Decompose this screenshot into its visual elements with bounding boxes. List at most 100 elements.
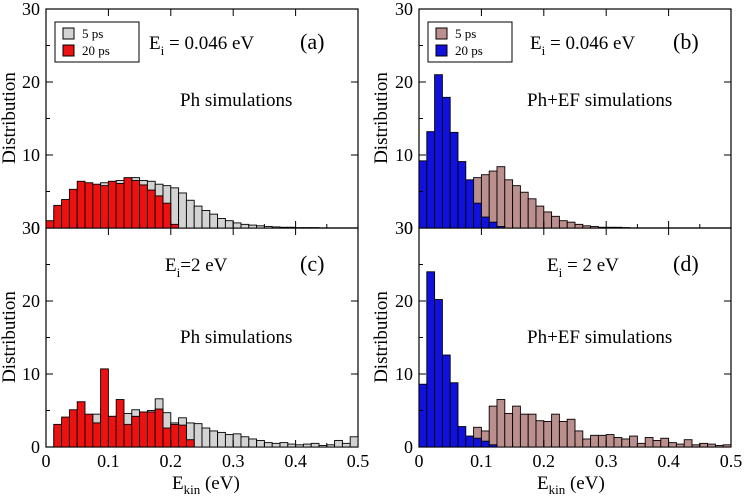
bar-d-5ps-18 — [558, 421, 568, 448]
bar-b-5ps-16 — [543, 211, 553, 229]
bar-c-20ps-1 — [53, 423, 63, 448]
bar-a-5ps-19 — [193, 205, 203, 229]
bar-b-5ps-22 — [590, 226, 599, 229]
bar-a-20ps-0 — [45, 220, 55, 229]
panel-a-energy: Ei = 0.046 eV — [149, 33, 254, 58]
ytick-label-a-0: 0 — [31, 218, 40, 238]
legend-b-label-20ps: 20 ps — [455, 43, 483, 58]
bar-c-20ps-15 — [162, 427, 172, 448]
bar-d-5ps-35 — [691, 444, 701, 448]
xtick-label-d-4: 0.4 — [657, 451, 680, 471]
legend-b-swatch-20ps — [435, 44, 448, 57]
bar-b-5ps-18 — [558, 220, 568, 229]
bar-c-20ps-13 — [146, 411, 156, 448]
bar-d-5ps-16 — [543, 421, 553, 448]
legend-a-label-20ps: 20 ps — [82, 43, 110, 58]
ylabel-bottom-right: Distribution — [371, 291, 392, 383]
bar-a-20ps-10 — [123, 177, 133, 229]
legend-a-swatch-5ps — [62, 27, 75, 40]
bar-a-20ps-5 — [84, 182, 94, 229]
bar-a-5ps-29 — [271, 226, 281, 229]
bar-c-5ps-27 — [256, 439, 265, 448]
bar-d-20ps-2 — [434, 299, 443, 448]
ytick-label-a-2: 20 — [22, 72, 40, 92]
bar-d-5ps-15 — [535, 420, 545, 448]
bar-d-20ps-8 — [480, 440, 490, 448]
bar-a-5ps-18 — [185, 199, 195, 229]
bar-c-20ps-11 — [131, 415, 141, 448]
ytick-label-d-2: 20 — [395, 291, 413, 311]
legend-a-label-5ps: 5 ps — [82, 26, 103, 41]
bar-c-20ps-7 — [100, 368, 109, 448]
panel-d-energy: Ei = 2 eV — [547, 255, 619, 280]
bar-d-20ps-1 — [426, 271, 436, 448]
bar-d-5ps-30 — [652, 439, 662, 448]
bar-b-5ps-9 — [488, 170, 498, 229]
bar-d-5ps-13 — [519, 413, 529, 448]
bar-c-5ps-34 — [310, 442, 320, 448]
bar-c-5ps-20 — [201, 427, 211, 448]
ytick-label-d-3: 30 — [395, 218, 413, 238]
ytick-label-b-3: 30 — [395, 0, 413, 19]
xtick-label-c-4: 0.4 — [284, 451, 307, 471]
bar-b-20ps-7 — [473, 202, 482, 229]
bar-d-20ps-6 — [465, 435, 475, 448]
bar-b-5ps-21 — [582, 225, 592, 229]
panel-c-energy: Ei=2 eV — [165, 255, 228, 280]
panel-d-label: (d) — [673, 251, 699, 276]
bar-d-5ps-11 — [504, 412, 514, 448]
panel-b-bars — [418, 74, 631, 229]
bar-d-5ps-17 — [551, 413, 560, 448]
bar-b-20ps-2 — [434, 74, 443, 229]
bar-a-20ps-11 — [131, 180, 141, 229]
bar-d-5ps-27 — [629, 435, 638, 448]
bar-b-20ps-5 — [457, 161, 467, 229]
bar-a-5ps-23 — [224, 220, 234, 229]
legend-b-swatch-5ps — [435, 27, 448, 40]
bar-d-20ps-0 — [418, 383, 428, 448]
bar-c-5ps-30 — [279, 442, 289, 448]
bar-d-5ps-19 — [566, 418, 576, 448]
xtick-label-c-3: 0.3 — [222, 451, 245, 471]
bar-b-20ps-3 — [441, 96, 451, 229]
bar-b-20ps-4 — [449, 131, 459, 229]
bar-b-5ps-11 — [504, 179, 514, 229]
bar-c-20ps-9 — [115, 399, 125, 448]
xtick-label-c-1: 0.1 — [97, 451, 120, 471]
panel-c-simulation: Ph simulations — [180, 327, 292, 348]
bar-a-5ps-22 — [217, 218, 226, 229]
legend-a: 5 ps 20 ps — [54, 21, 140, 63]
bar-a-20ps-2 — [61, 199, 70, 229]
bar-d-20ps-3 — [441, 354, 451, 448]
bar-c-5ps-25 — [240, 436, 250, 448]
bar-d-5ps-36 — [699, 442, 709, 448]
bar-a-5ps-26 — [248, 224, 258, 229]
bar-d-20ps-9 — [488, 444, 498, 448]
bar-a-20ps-14 — [154, 195, 164, 229]
bar-b-5ps-14 — [527, 198, 537, 229]
xtick-label-d-2: 0.2 — [533, 451, 556, 471]
bar-c-5ps-28 — [263, 442, 273, 448]
panel-a-simulation: Ph simulations — [180, 90, 292, 111]
panel-d-simulation: Ph+EF simulations — [527, 327, 672, 348]
bar-d-5ps-34 — [683, 439, 693, 448]
panel-a-label: (a) — [300, 29, 324, 54]
bar-d-5ps-12 — [512, 405, 521, 448]
bar-c-5ps-23 — [224, 434, 234, 448]
bar-c-5ps-26 — [248, 438, 258, 448]
bar-c-20ps-5 — [84, 413, 94, 448]
bar-b-20ps-8 — [480, 216, 490, 229]
ytick-label-a-3: 30 — [22, 0, 40, 19]
bar-c-20ps-3 — [68, 409, 78, 448]
panel-a-bars — [45, 177, 320, 229]
bar-a-5ps-20 — [201, 210, 211, 229]
ytick-label-a-1: 10 — [22, 145, 40, 165]
ytick-label-c-2: 20 — [22, 291, 40, 311]
bar-a-5ps-27 — [256, 225, 265, 229]
xtick-label-d-5: 0.5 — [720, 451, 743, 471]
xtick-label-d-3: 0.3 — [595, 451, 618, 471]
bar-b-5ps-20 — [574, 223, 584, 229]
bar-c-5ps-39 — [349, 436, 359, 448]
bar-a-5ps-24 — [232, 222, 242, 229]
bar-a-5ps-16 — [170, 187, 180, 229]
